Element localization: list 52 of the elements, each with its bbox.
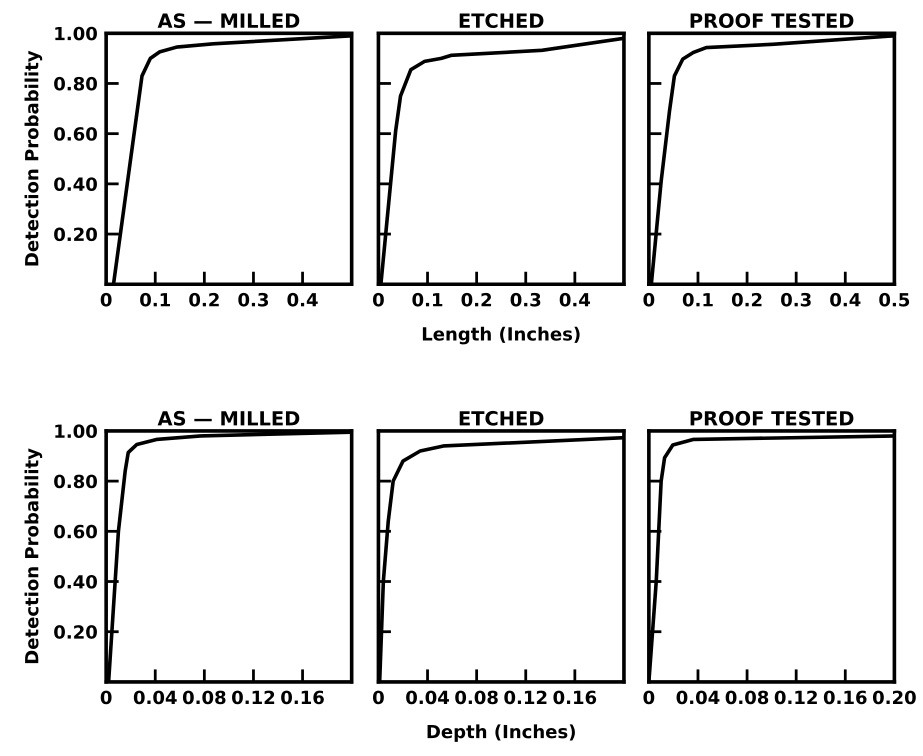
x-tick-label: 0.08 [455,690,498,704]
x-tick-label: 0.12 [774,690,817,704]
y-axis-title: Detection Probability [24,448,42,664]
x-tick-label: 0.20 [872,690,916,704]
y-tick-label: 1.00 [55,424,97,438]
y-tick-label: 0.80 [54,474,97,488]
y-tick-label: 0.20 [54,625,97,639]
y-tick-label: 0.80 [54,76,97,91]
x-tick-label: 0 [100,292,112,307]
x-axis-title: Depth (Inches) [428,724,575,742]
x-tick-label: 0.1 [140,292,170,307]
x-tick-label: 0.16 [281,690,324,704]
chart-title: AS — MILLED [158,13,300,28]
x-tick-label: 0.04 [134,690,177,704]
x-axis-title: Length (Inches) [422,326,580,344]
x-tick-label: 0.2 [732,292,762,307]
x-tick-label: 0.3 [781,292,811,307]
x-tick-label: 0 [643,292,654,307]
x-tick-label: 0 [373,292,384,307]
x-tick-label: 0.5 [879,292,910,307]
x-tick-label: 0 [100,690,112,704]
y-tick-label: 1.00 [55,26,97,40]
x-tick-label: 0 [373,690,384,704]
chart-title: PROOF TESTED [690,13,854,28]
x-tick-label: 0.4 [830,292,860,307]
y-axis-title: Detection Probability [24,50,42,266]
x-tick-label: 0.08 [726,690,768,704]
x-tick-label: 0.3 [238,292,268,307]
x-tick-label: 0.04 [406,690,449,704]
y-tick-label: 0.20 [54,228,97,242]
x-tick-label: 0.08 [182,690,226,704]
x-tick-label: 0.1 [682,292,713,307]
x-tick-label: 0.12 [232,690,274,704]
x-tick-label: 0.16 [553,690,596,704]
y-tick-label: 0.60 [54,524,97,538]
y-tick-label: 0.40 [54,177,97,191]
chart-title: PROOF TESTED [690,410,854,426]
x-tick-label: 0.2 [189,292,219,307]
x-tick-label: 0.16 [824,690,867,704]
x-tick-label: 0.2 [462,292,492,307]
chart-title: ETCHED [460,13,544,28]
x-tick-label: 0.3 [510,292,540,307]
x-tick-label: 0.4 [560,292,590,307]
chart-title: AS — MILLED [158,410,300,426]
y-tick-label: 0.60 [54,127,97,141]
x-tick-label: 0.12 [504,690,546,704]
x-tick-label: 0.04 [676,690,720,704]
chart-title: ETCHED [460,410,544,426]
x-tick-label: 0.1 [412,292,442,307]
y-tick-label: 0.40 [54,574,97,589]
x-tick-label: 0 [643,690,654,704]
x-tick-label: 0.4 [287,292,318,307]
